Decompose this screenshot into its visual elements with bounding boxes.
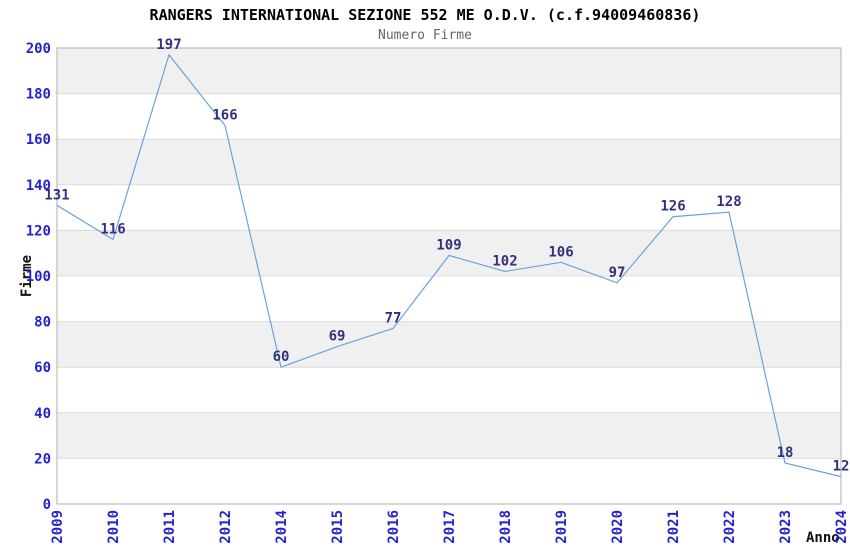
x-tick-label: 2017 — [442, 510, 458, 544]
grid-band — [57, 230, 841, 276]
y-tick-label: 40 — [34, 406, 51, 422]
grid-band — [57, 412, 841, 459]
value-label: 197 — [156, 37, 181, 53]
x-tick-label: 2011 — [162, 510, 178, 544]
value-label: 126 — [660, 199, 685, 215]
x-tick-label: 2023 — [778, 510, 794, 544]
value-label: 116 — [100, 222, 125, 238]
x-tick-label: 2020 — [610, 510, 626, 544]
y-tick-label: 180 — [26, 87, 51, 103]
value-label: 166 — [212, 108, 237, 124]
y-tick-label: 60 — [34, 360, 51, 376]
grid-band — [57, 48, 841, 94]
y-tick-label: 20 — [34, 451, 51, 467]
value-label: 12 — [833, 459, 850, 475]
y-tick-label: 140 — [26, 178, 51, 194]
x-tick-label: 2009 — [50, 510, 66, 544]
value-label: 131 — [44, 187, 69, 203]
value-label: 106 — [548, 244, 573, 260]
value-label: 109 — [436, 237, 461, 253]
grid-band — [57, 321, 841, 368]
value-label: 18 — [777, 445, 794, 461]
value-label: 77 — [385, 310, 402, 326]
y-tick-label: 80 — [34, 315, 51, 331]
y-tick-label: 0 — [43, 497, 51, 513]
x-tick-label: 2010 — [106, 510, 122, 544]
value-label: 97 — [609, 265, 626, 281]
y-tick-label: 160 — [26, 132, 51, 148]
grid-band — [57, 139, 841, 185]
y-tick-label: 200 — [26, 41, 51, 57]
value-label: 69 — [329, 329, 346, 345]
x-tick-label: 2014 — [274, 510, 290, 544]
value-label: 60 — [273, 349, 290, 365]
x-tick-label: 2016 — [386, 510, 402, 544]
x-tick-label: 2015 — [330, 510, 346, 544]
data-line — [56, 53, 842, 478]
chart-subtitle: Numero Firme — [378, 28, 472, 43]
y-tick-label: 100 — [26, 269, 51, 285]
chart-title: RANGERS INTERNATIONAL SEZIONE 552 ME O.D… — [149, 6, 701, 24]
y-tick-label: 120 — [26, 223, 51, 239]
x-tick-label: 2021 — [666, 510, 682, 544]
x-tick-label: 2012 — [218, 510, 234, 544]
x-tick-label: 2022 — [722, 510, 738, 544]
x-axis-label: Anno — [806, 530, 840, 546]
x-tick-label: 2019 — [554, 510, 570, 544]
plot-border — [56, 47, 842, 505]
x-tick-label: 2018 — [498, 510, 514, 544]
x-tick-label: 2024 — [834, 510, 850, 544]
value-label: 128 — [716, 194, 741, 210]
value-label: 102 — [492, 253, 517, 269]
